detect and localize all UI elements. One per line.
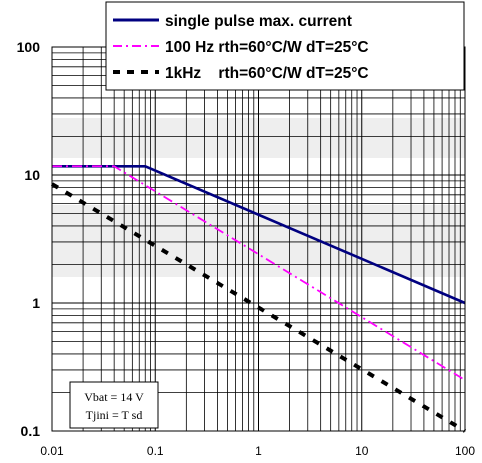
legend-text-1khz: 1kHz rth=60°C/W dT=25°C [165,65,369,82]
y-tick-label: 0.1 [21,423,41,439]
legend-box [105,1,465,91]
conditions-box [69,381,159,429]
series-line-0 [52,164,466,305]
series-group [50,164,467,433]
x-tick-label: 0.1 [147,444,164,458]
series-line-2 [50,182,467,433]
legend: single pulse max. current 100 Hz rth=60°… [105,1,465,91]
legend-text-100hz: 100 Hz rth=60°C/W dT=25°C [165,39,369,56]
vbat-label: Vbat = 14 V [84,390,144,404]
conditions-note: Vbat = 14 V Tjini = T sd [69,381,159,429]
x-tick-label: 100 [455,444,475,458]
y-tick-label: 100 [17,39,41,55]
x-tick-label: 0.01 [40,444,64,458]
legend-text-single-pulse: single pulse max. current [165,13,352,30]
y-tick-label: 10 [24,167,40,183]
x-tick-labels: 0.01 0.1 1 10 100 [40,444,475,458]
tjini-label: Tjini = T sd [86,408,143,422]
x-tick-label: 1 [255,444,262,458]
y-tick-label: 1 [32,295,40,311]
grid [52,47,465,431]
series-line-1 [52,165,466,381]
y-tick-labels: 0.1 1 10 100 [17,39,41,439]
x-tick-label: 10 [355,444,369,458]
